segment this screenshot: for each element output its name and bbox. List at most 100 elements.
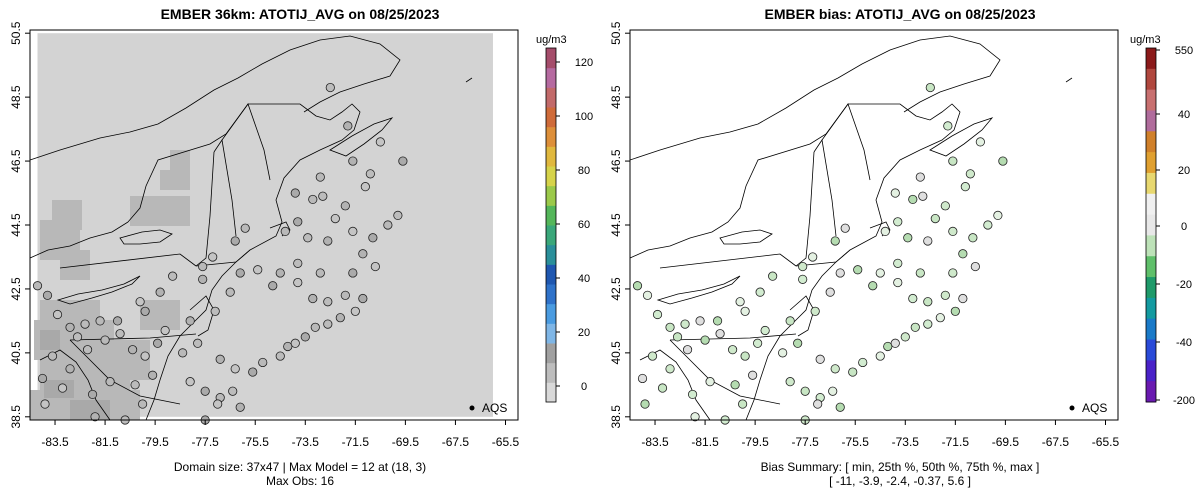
aqs-station (943, 121, 953, 131)
y-tick-label: 48.5 (609, 85, 623, 109)
station-markers (32, 82, 408, 425)
aqs-station (350, 306, 360, 316)
colorbar-swatch (546, 126, 556, 147)
border-lakeOntario (119, 229, 173, 245)
border-ny_pa (59, 253, 197, 269)
aqs-station (210, 306, 220, 316)
aqs-station (360, 182, 370, 192)
aqs-station (303, 233, 313, 243)
colorbar-tick-label: 550 (1175, 45, 1193, 57)
colorbar-swatch (546, 166, 556, 187)
colorbar-swatch (546, 87, 556, 108)
aqs-station (213, 399, 223, 409)
colorbar-swatch (1146, 89, 1156, 111)
aqs-station (140, 351, 150, 361)
aqs-station (185, 316, 195, 326)
y-axis: 38.5 40.5 42.5 44.5 46.5 48.5 50.5 (9, 21, 30, 428)
aqs-station (140, 306, 150, 316)
aqs-station (65, 322, 75, 332)
aqs-station (903, 233, 913, 243)
aqs-station (323, 236, 333, 246)
aqs-station (40, 399, 50, 409)
y-tick-label: 38.5 (609, 405, 623, 429)
colorbar-swatch (546, 225, 556, 246)
model-map-title: EMBER 36km: ATOTIJ_AVG on 08/25/2023 (160, 6, 440, 22)
aqs-station (632, 281, 643, 291)
aqs-station (778, 348, 788, 358)
aqs-station (798, 261, 808, 272)
aqs-station (915, 172, 925, 182)
aqs-station (680, 319, 690, 329)
aqs-station (135, 297, 145, 307)
aqs-station (915, 268, 925, 278)
aqs-station (65, 364, 75, 374)
border-land (29, 103, 361, 421)
legend-dot (469, 405, 475, 411)
bias-map-title: EMBER bias: ATOTIJ_AVG on 08/25/2023 (764, 6, 1036, 22)
y-axis: 38.5 40.5 42.5 44.5 46.5 48.5 50.5 (609, 21, 630, 428)
aqs-station (948, 156, 958, 166)
aqs-station (32, 281, 43, 291)
aqs-station (730, 380, 740, 390)
x-tick-label: -69.5 (992, 435, 1020, 449)
model-caption-line-2: Max Obs: 16 (265, 474, 335, 488)
border-lakeErie (56, 275, 141, 305)
aqs-station (130, 380, 140, 390)
aqs-station (330, 214, 340, 224)
aqs-station (153, 338, 163, 348)
aqs-station (90, 412, 100, 422)
aqs-station (875, 351, 885, 361)
aqs-station (983, 220, 993, 230)
plot-frame (629, 29, 1119, 421)
aqs-station (835, 402, 845, 412)
aqs-station (640, 399, 650, 409)
border-land (629, 103, 961, 421)
y-tick-label: 40.5 (609, 341, 623, 365)
aqs-station (80, 319, 90, 329)
aqs-station (652, 309, 663, 320)
aqs-station (657, 383, 668, 393)
aqs-station (200, 386, 210, 396)
colorbar-swatch (1146, 110, 1156, 132)
aqs-station (968, 233, 978, 243)
y-tick-label: 50.5 (9, 21, 23, 45)
aqs-station (293, 277, 303, 288)
aqs-station (365, 169, 375, 179)
x-tick-label: -83.5 (641, 435, 669, 449)
y-tick-label: 42.5 (609, 277, 623, 301)
aqs-station (768, 271, 778, 281)
x-tick-label: -65.5 (1092, 435, 1120, 449)
colorbar-swatch (546, 146, 556, 167)
colorbar-swatch (546, 48, 556, 69)
bias-caption-line-2: [ -11, -3.9, -2.4, -0.37, 5.6 ] (829, 474, 971, 488)
aqs-station (185, 377, 195, 387)
colorbar-tick-label: 20 (578, 327, 590, 339)
colorbar-tick-label: 0 (1181, 221, 1187, 233)
model-cell (130, 196, 190, 226)
aqs-station (52, 309, 63, 320)
aqs-station (343, 121, 353, 131)
colorbar-tick-label: 120 (575, 57, 593, 69)
aqs-station (230, 236, 240, 246)
colorbar-swatch (546, 382, 556, 403)
aqs-station (753, 338, 763, 348)
aqs-station (138, 399, 148, 409)
x-tick-label: -77.5 (191, 435, 219, 449)
aqs-station (340, 290, 350, 300)
x-tick-label: -75.5 (242, 435, 270, 449)
aqs-station (738, 399, 748, 409)
aqs-station (160, 325, 170, 336)
border-nh_me (221, 103, 271, 181)
x-tick-label: -67.5 (1042, 435, 1070, 449)
aqs-station (215, 354, 225, 364)
aqs-station (235, 402, 245, 412)
aqs-station (808, 252, 818, 262)
aqs-station (100, 335, 110, 345)
aqs-station (760, 325, 770, 336)
border-nj (789, 295, 815, 337)
y-tick-label: 42.5 (9, 277, 23, 301)
aqs-station (848, 367, 858, 377)
aqs-station (128, 345, 138, 355)
aqs-station (830, 236, 840, 246)
model-cell (160, 170, 190, 190)
